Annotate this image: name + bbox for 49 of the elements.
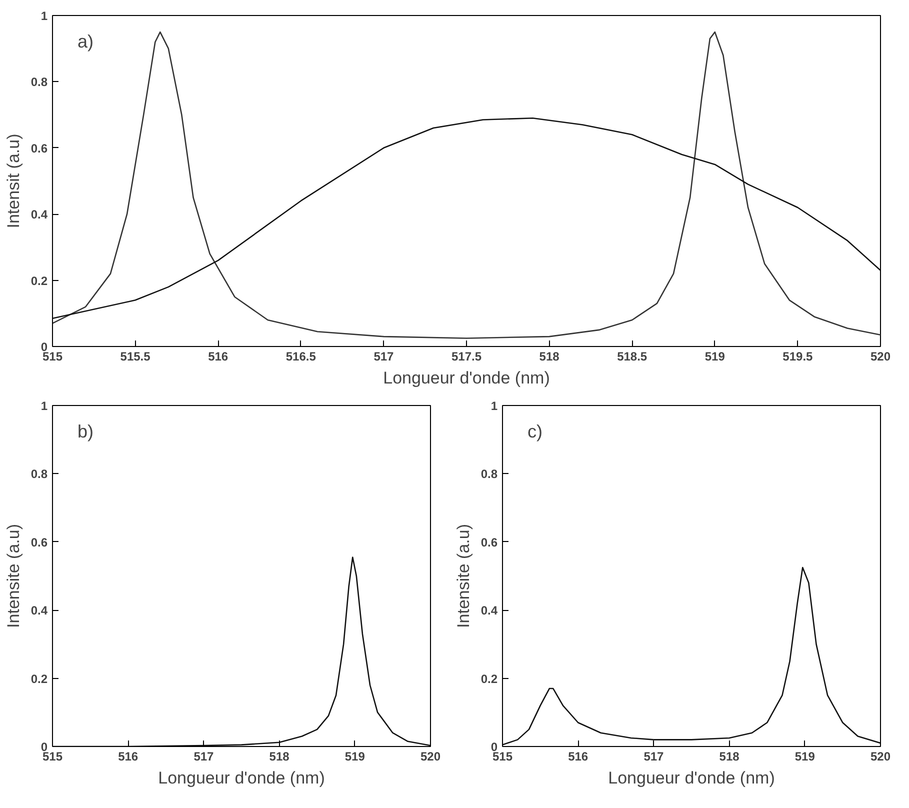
x-tick-label: 516 [118,750,138,764]
x-axis-title: Longueur d'onde (nm) [608,768,775,788]
y-tick-label: 0.4 [480,604,498,618]
y-tick-label: 0.2 [30,672,48,686]
y-tick-label: 0.2 [30,274,48,288]
y-tick-label: 1 [490,399,498,413]
annotation: c) [528,422,542,442]
y-tick-label: 0.6 [480,535,498,550]
x-tick-label: 517 [374,350,394,364]
y-tick-label: 0.6 [30,535,48,550]
y-tick-label: 1 [40,399,48,413]
x-tick-label: 516.5 [286,350,316,364]
x-tick-label: 520 [420,750,441,764]
x-tick-label: 519 [794,750,816,764]
y-tick-label: 0.2 [480,672,498,686]
x-tick-label: 519.5 [782,350,814,364]
x-tick-label: 519 [704,350,726,364]
x-tick-label: 517 [194,750,214,764]
y-tick-label: 0.4 [30,208,48,222]
y-tick-label: 0.4 [30,604,48,618]
x-tick-label: 518.5 [617,350,648,364]
y-tick-label: 0.8 [30,467,48,482]
x-tick-label: 516 [568,750,588,764]
y-tick-label: 1 [40,9,48,23]
annotation: a) [78,32,94,52]
y-axis-title: Intensite (a.u) [454,524,473,628]
line-series [52,31,880,339]
x-axis-title: Longueur d'onde (nm) [383,368,550,388]
x-tick-label: 515 [42,750,63,764]
x-tick-label: 515 [42,350,63,364]
x-tick-label: 515.5 [120,350,151,364]
x-axis-title: Longueur d'onde (nm) [158,768,325,788]
annotation: b) [78,422,94,442]
x-tick-label: 518 [539,350,560,364]
y-tick-label: 0.6 [30,141,48,156]
y-tick-label: 0.8 [480,467,498,482]
x-tick-label: 520 [870,350,891,364]
x-tick-label: 520 [870,750,891,764]
y-tick-label: 0.8 [30,75,48,90]
x-tick-label: 518 [719,750,740,764]
x-tick-label: 517.5 [451,350,482,364]
x-tick-label: 515 [492,750,513,764]
x-tick-label: 519 [344,750,366,764]
y-axis-title: Intensite (a.u) [4,524,23,628]
x-tick-label: 516 [208,350,228,364]
x-tick-label: 518 [269,750,290,764]
y-axis-title: Intensit (a.u) [4,134,23,228]
line-series [52,117,880,320]
x-tick-label: 517 [644,750,664,764]
